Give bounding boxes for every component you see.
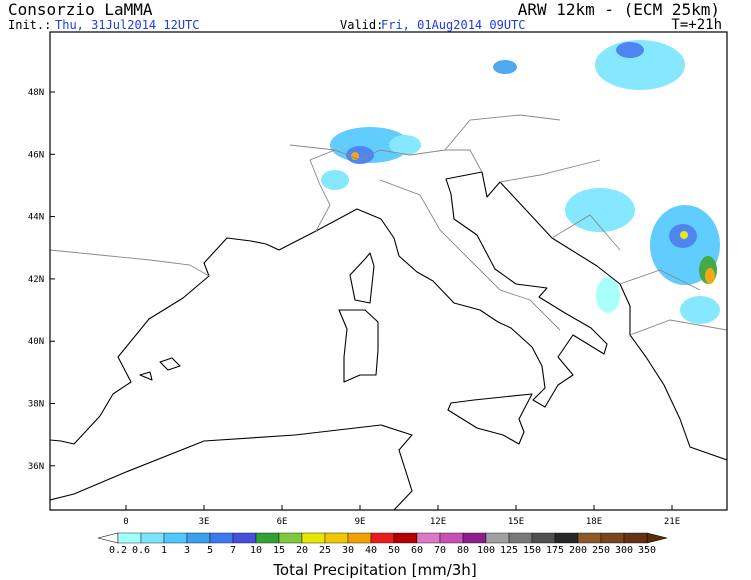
colorbar-label: 10 xyxy=(250,545,262,556)
colorbar-label: 3 xyxy=(184,545,190,556)
colorbar-label: 0.6 xyxy=(132,545,150,556)
lead-time: T=+21h xyxy=(671,17,722,33)
colorbar-box xyxy=(485,532,510,544)
lat-label: 42N xyxy=(28,275,44,285)
colorbar-box xyxy=(117,532,142,544)
colorbar-label: 150 xyxy=(523,545,541,556)
init-time: Thu, 31Jul2014 12UTC xyxy=(55,18,200,32)
colorbar-box xyxy=(301,532,326,544)
colorbar-box xyxy=(439,532,464,544)
colorbar-label: 40 xyxy=(365,545,377,556)
valid-time: Fri, 01Aug2014 09UTC xyxy=(381,18,526,32)
colorbar-box xyxy=(623,532,648,544)
colorbar-box xyxy=(416,532,441,544)
colorbar-label: 20 xyxy=(296,545,308,556)
colorbar-box xyxy=(140,532,165,544)
colorbar-box xyxy=(577,532,602,544)
colorbar-label: 30 xyxy=(342,545,354,556)
colorbar-box xyxy=(232,532,257,544)
colorbar-over xyxy=(646,532,668,544)
colorbar-label: 50 xyxy=(388,545,400,556)
colorbar-box xyxy=(508,532,533,544)
valid-label: Valid: xyxy=(340,18,383,32)
lat-label: 46N xyxy=(28,150,44,160)
colorbar-label: 250 xyxy=(592,545,610,556)
colorbar-label: 100 xyxy=(477,545,495,556)
colorbar-label: 15 xyxy=(273,545,285,556)
lon-label: 21E xyxy=(664,517,680,527)
lon-label: 0 xyxy=(123,517,128,527)
lon-label: 12E xyxy=(430,517,446,527)
colorbar-box xyxy=(393,532,418,544)
precipitation xyxy=(321,40,720,324)
init-label: Init.: xyxy=(8,18,51,32)
colorbar-label: 300 xyxy=(615,545,633,556)
colorbar-label: 1 xyxy=(161,545,167,556)
colorbar-label: 0.2 xyxy=(109,545,127,556)
lon-label: 9E xyxy=(355,517,366,527)
colorbar-label: 175 xyxy=(546,545,564,556)
model: ARW 12km - (ECM 25km) xyxy=(518,0,720,19)
colorbar-label: 200 xyxy=(569,545,587,556)
colorbar-label: 7 xyxy=(230,545,236,556)
colorbar-box xyxy=(370,532,395,544)
colorbar-box xyxy=(209,532,234,544)
lat-label: 36N xyxy=(28,462,44,472)
colorbar-label: 350 xyxy=(638,545,656,556)
colorbar-box xyxy=(278,532,303,544)
colorbar-box xyxy=(462,532,487,544)
colorbar-label: 5 xyxy=(207,545,213,556)
lon-label: 18E xyxy=(586,517,602,527)
colorbar-box xyxy=(186,532,211,544)
title: Consorzio LaMMA xyxy=(8,0,153,19)
colorbar-label: 25 xyxy=(319,545,331,556)
colorbar-label: 60 xyxy=(411,545,423,556)
map-frame xyxy=(49,31,728,511)
colorbar-box xyxy=(600,532,625,544)
lat-label: 38N xyxy=(28,400,44,410)
lat-label: 44N xyxy=(28,213,44,223)
map-area xyxy=(49,31,728,511)
lat-label: 48N xyxy=(28,88,44,98)
colorbar-label: 80 xyxy=(457,545,469,556)
colorbar-under xyxy=(97,532,119,544)
lon-label: 6E xyxy=(277,517,288,527)
colorbar-label: 70 xyxy=(434,545,446,556)
lon-label: 15E xyxy=(508,517,524,527)
colorbar-box xyxy=(347,532,372,544)
colorbar-box xyxy=(554,532,579,544)
lat-label: 40N xyxy=(28,337,44,347)
colorbar-label: 125 xyxy=(500,545,518,556)
colorbar-title: Total Precipitation [mm/3h] xyxy=(272,561,476,579)
colorbar-box xyxy=(531,532,556,544)
colorbar-box xyxy=(324,532,349,544)
colorbar-box xyxy=(163,532,188,544)
lon-label: 3E xyxy=(199,517,210,527)
colorbar-box xyxy=(255,532,280,544)
